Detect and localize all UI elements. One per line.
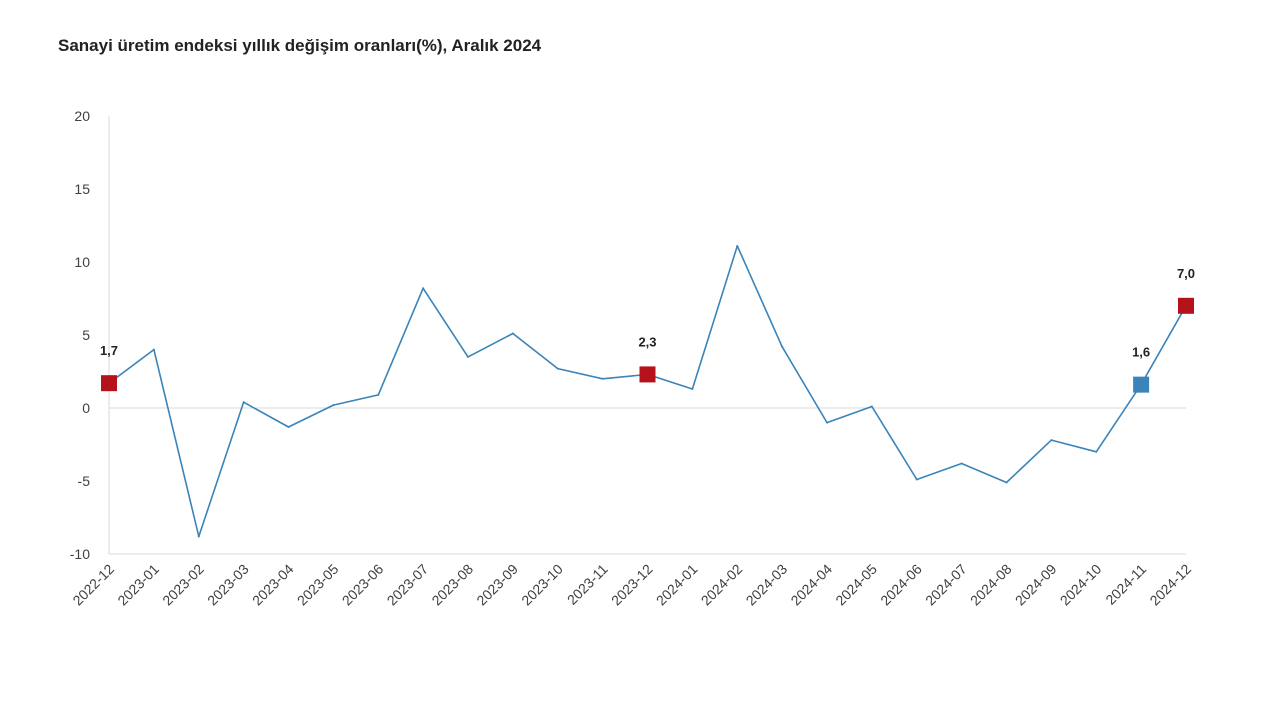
- x-tick-label: 2023-12: [608, 561, 656, 609]
- x-tick-label: 2023-05: [294, 561, 342, 609]
- data-point: [1050, 439, 1053, 442]
- y-tick-label: 20: [74, 108, 90, 124]
- data-point: [467, 355, 469, 358]
- data-point: [556, 367, 559, 370]
- x-tick-label: 2024-09: [1012, 561, 1060, 609]
- data-point: [601, 377, 604, 380]
- x-tick-label: 2023-03: [204, 561, 252, 609]
- x-tick-label: 2024-04: [787, 561, 835, 609]
- y-tick-label: 0: [82, 400, 90, 416]
- data-point: [781, 345, 784, 348]
- x-tick-label: 2024-12: [1146, 561, 1194, 609]
- highlight-markers: 1,7 2,3 1,6 7,0: [100, 266, 1195, 393]
- chart-title: Sanayi üretim endeksi yıllık değişim ora…: [58, 36, 542, 55]
- highlight-marker: [101, 375, 117, 392]
- x-tick-label: 2024-11: [1102, 561, 1149, 608]
- x-axis: 2022-122023-012023-022023-032023-042023-…: [69, 553, 1194, 609]
- data-point: [197, 535, 200, 538]
- data-point: [736, 244, 739, 247]
- highlight-marker: [639, 366, 656, 383]
- x-tick-label: 2023-01: [114, 561, 162, 609]
- data-point: [242, 401, 245, 404]
- data-point: [826, 421, 828, 424]
- highlight-marker: [1133, 376, 1150, 393]
- y-axis: 20 15 10 5 0 -5 -10: [70, 108, 1186, 562]
- data-point: [870, 405, 873, 408]
- x-tick-label: 2023-08: [428, 561, 476, 609]
- x-tick-label: 2023-04: [249, 561, 297, 609]
- x-tick-label: 2023-06: [339, 561, 387, 609]
- highlight-marker: [1178, 297, 1194, 314]
- data-point: [691, 388, 694, 391]
- data-point: [152, 348, 155, 351]
- data-point: [287, 425, 290, 428]
- x-tick-label: 2024-01: [653, 561, 701, 609]
- data-point: [915, 478, 918, 481]
- x-tick-label: 2024-07: [922, 561, 970, 609]
- data-point: [1005, 481, 1008, 484]
- data-point: [332, 404, 335, 407]
- data-label: 1,6: [1132, 345, 1150, 360]
- data-label: 7,0: [1177, 266, 1195, 281]
- x-tick-label: 2022-12: [69, 561, 117, 609]
- x-tick-label: 2023-02: [159, 561, 207, 609]
- series-group: [108, 244, 1187, 538]
- data-point: [377, 393, 380, 396]
- x-tick-label: 2024-05: [832, 561, 880, 609]
- x-tick-label: 2024-03: [743, 561, 791, 609]
- data-label: 2,3: [638, 334, 656, 349]
- y-tick-label: 5: [82, 327, 90, 343]
- data-point: [511, 332, 514, 335]
- y-tick-label: -5: [78, 473, 91, 489]
- x-tick-label: 2023-10: [518, 561, 566, 609]
- x-tick-label: 2023-07: [384, 561, 432, 609]
- x-tick-label: 2024-10: [1057, 561, 1105, 609]
- y-tick-label: 15: [74, 181, 90, 197]
- x-tick-label: 2024-02: [698, 561, 746, 609]
- x-tick-label: 2024-06: [877, 561, 925, 609]
- series-line: [108, 245, 1187, 538]
- data-point: [960, 462, 963, 465]
- y-tick-label: 10: [74, 254, 90, 270]
- data-point: [1095, 450, 1098, 453]
- y-tick-label: -10: [70, 546, 90, 562]
- data-point: [422, 287, 425, 290]
- x-tick-label: 2024-08: [967, 561, 1015, 609]
- data-label: 1,7: [100, 343, 118, 358]
- x-tick-label: 2023-09: [473, 561, 521, 609]
- x-tick-label: 2023-11: [564, 561, 611, 608]
